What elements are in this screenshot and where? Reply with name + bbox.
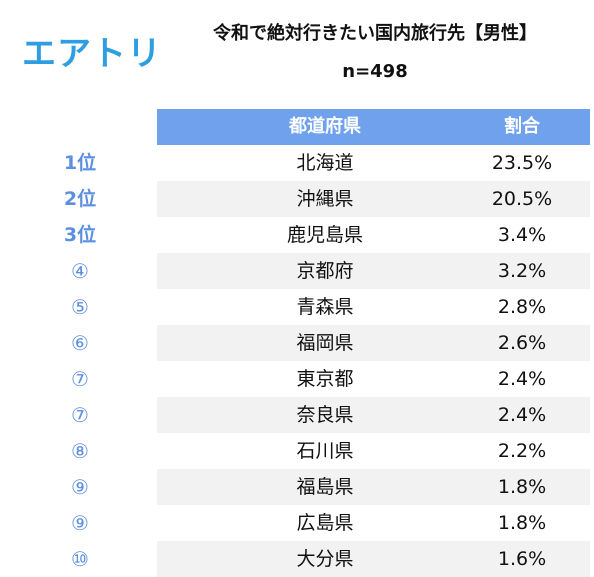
table-row: 3位 鹿児島県 3.4%	[0, 217, 594, 253]
table-row: 1位 北海道 23.5%	[0, 145, 594, 181]
prefecture-cell: 広島県	[296, 512, 354, 534]
row-background	[157, 541, 590, 577]
share-cell: 20.5%	[491, 188, 553, 210]
table-row: 2位 沖縄県 20.5%	[0, 181, 594, 217]
prefecture-cell: 北海道	[296, 152, 354, 174]
rank-label: 1位	[63, 152, 97, 174]
rank-label: ⑨	[71, 475, 89, 499]
share-cell: 1.8%	[497, 476, 547, 498]
rank-label: ⑦	[71, 367, 89, 391]
table-row: ⑦ 東京都 2.4%	[0, 361, 594, 397]
rank-label: ⑨	[71, 511, 89, 535]
share-cell: 2.2%	[497, 440, 547, 462]
row-background	[157, 325, 590, 361]
share-cell: 1.6%	[497, 548, 547, 570]
ranking-table: 都道府県 割合 1位 北海道 23.5% 2位 沖縄県 20.5% 3位 鹿児島県 3.4% ④ 京…	[0, 109, 594, 577]
table-row: ⑨ 福島県 1.8%	[0, 469, 594, 505]
table-row: ⑤ 青森県 2.8%	[0, 289, 594, 325]
prefecture-cell: 京都府	[296, 260, 354, 282]
share-cell: 2.8%	[497, 296, 547, 318]
table-header-row: 都道府県 割合	[0, 109, 594, 145]
table-row: ⑨ 広島県 1.8%	[0, 505, 594, 541]
share-cell: 2.6%	[497, 332, 547, 354]
prefecture-cell: 鹿児島県	[286, 224, 363, 246]
row-background	[157, 397, 590, 433]
row-background	[157, 469, 590, 505]
share-cell: 3.4%	[497, 224, 547, 246]
prefecture-cell: 福岡県	[296, 332, 354, 354]
column-header-share: 割合	[504, 116, 540, 137]
rank-label: ④	[71, 259, 89, 283]
airtrip-logo: エアトリ	[22, 34, 162, 74]
prefecture-cell: 青森県	[296, 296, 354, 318]
prefecture-cell: 沖縄県	[296, 188, 354, 210]
row-background	[157, 181, 590, 217]
chart-subtitle: n=498	[342, 61, 408, 82]
rank-label: ⑧	[71, 439, 89, 463]
share-cell: 2.4%	[497, 404, 547, 426]
table-row: ⑦ 奈良県 2.4%	[0, 397, 594, 433]
column-header-prefecture: 都道府県	[289, 116, 361, 137]
table-body: 1位 北海道 23.5% 2位 沖縄県 20.5% 3位 鹿児島県 3.4% ④ 京都府 3.2% ⑤ 青…	[0, 145, 594, 577]
chart-title: 令和で絶対行きたい国内旅行先【男性】	[213, 23, 537, 44]
rank-label: ⑦	[71, 403, 89, 427]
prefecture-cell: 大分県	[296, 548, 354, 570]
rank-label: ⑩	[71, 547, 89, 571]
row-background	[157, 253, 590, 289]
header-background	[157, 109, 590, 145]
rank-label: ⑤	[71, 295, 89, 319]
table-row: ⑥ 福岡県 2.6%	[0, 325, 594, 361]
share-cell: 3.2%	[497, 260, 547, 282]
rank-label: ⑥	[71, 331, 89, 355]
prefecture-cell: 奈良県	[296, 404, 354, 426]
share-cell: 1.8%	[497, 512, 547, 534]
rank-label: 3位	[63, 224, 97, 246]
prefecture-cell: 東京都	[296, 368, 354, 390]
table-row: ④ 京都府 3.2%	[0, 253, 594, 289]
table-row: ⑧ 石川県 2.2%	[0, 433, 594, 469]
table-row: ⑩ 大分県 1.6%	[0, 541, 594, 577]
rank-label: 2位	[63, 188, 97, 210]
prefecture-cell: 福島県	[296, 476, 354, 498]
share-cell: 23.5%	[491, 152, 553, 174]
share-cell: 2.4%	[497, 368, 547, 390]
prefecture-cell: 石川県	[296, 440, 354, 462]
